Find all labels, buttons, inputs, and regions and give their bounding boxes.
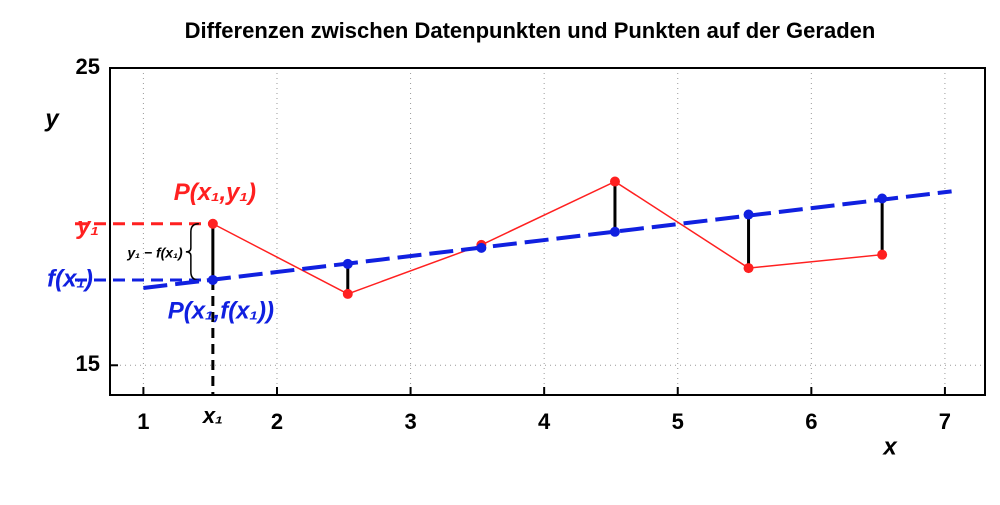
x-tick-label: 2: [271, 409, 283, 434]
x-axis-label: x: [881, 433, 898, 460]
x-tick-label: 3: [404, 409, 416, 434]
annotation: f(x₁): [47, 265, 93, 292]
data-point: [877, 193, 888, 204]
data-point: [342, 288, 353, 299]
data-point: [207, 218, 218, 229]
x-tick-label: 1: [137, 409, 149, 434]
annotation: P(x₁,y₁): [174, 179, 256, 206]
data-point: [743, 263, 754, 274]
data-point: [609, 226, 620, 237]
annotation: y₁ − f(x₁): [126, 245, 183, 261]
x-tick-label: 6: [805, 409, 817, 434]
brace: [185, 223, 199, 281]
y-axis-label: y: [44, 105, 60, 132]
x-tick-label: 5: [672, 409, 684, 434]
annotation: x₁: [202, 403, 223, 428]
data-point: [476, 242, 487, 253]
annotation: P(x₁,f(x₁)): [168, 297, 274, 324]
plot-frame: [109, 67, 986, 396]
x-tick-label: 4: [538, 409, 551, 434]
y-tick-label: 25: [76, 54, 100, 79]
y-tick-label: 15: [76, 351, 100, 376]
data-point: [609, 176, 620, 187]
fit-line: [143, 189, 952, 290]
data-line: [212, 180, 883, 295]
data-point: [342, 258, 353, 269]
data-point: [207, 274, 218, 285]
annotation: y₁: [76, 213, 99, 240]
x-tick-label: 7: [939, 409, 951, 434]
data-point: [877, 249, 888, 260]
data-point: [743, 209, 754, 220]
chart-title: Differenzen zwischen Datenpunkten und Pu…: [185, 18, 876, 43]
